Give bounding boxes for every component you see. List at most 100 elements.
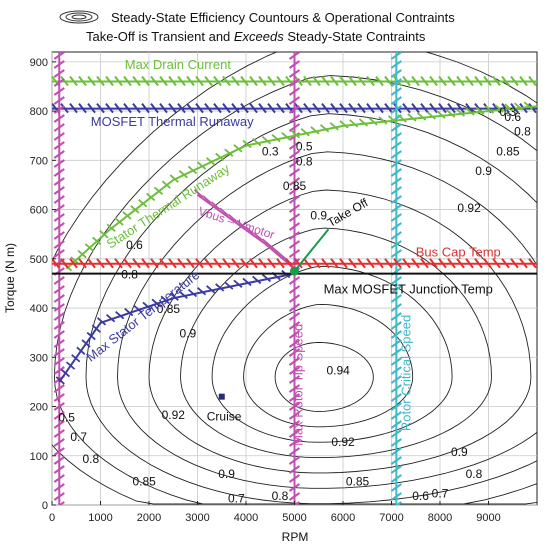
rotor-tip-hatch	[288, 456, 301, 465]
low-rpm-hatch	[53, 96, 65, 105]
stator-thermal-hatch	[465, 107, 475, 116]
mosfet-thermal-hatch	[366, 103, 375, 114]
mosfet-thermal-hatch	[456, 103, 465, 114]
mosfet-thermal-hatch	[258, 103, 267, 114]
vbus-hatch	[244, 226, 255, 235]
y-tick-label-6: 600	[30, 205, 48, 217]
bus-cap-label: Bus Cap Temp	[416, 244, 501, 259]
bus-cap-hatch	[159, 258, 168, 269]
stator-thermal-hatch	[138, 198, 148, 208]
vbus-hatch	[202, 195, 212, 204]
stator-thermal-hatch	[475, 106, 485, 115]
bus-cap-hatch	[528, 258, 537, 269]
rotor-critical-hatch	[390, 69, 402, 78]
stator-temp-hatch	[60, 368, 71, 378]
drain-current-hatch	[177, 75, 186, 87]
low-rpm-hatch	[53, 420, 65, 429]
rotor-critical-hatch	[390, 222, 402, 231]
rotor-tip-hatch	[288, 213, 301, 222]
rotor-tip-hatch	[288, 177, 301, 186]
bus-cap-hatch	[411, 258, 420, 269]
stator-temp-hatch	[55, 376, 65, 385]
bus-cap-hatch	[105, 258, 114, 269]
contour-label-6: 0.8	[121, 268, 138, 282]
stator-thermal-hatch	[169, 174, 179, 183]
mosfet-thermal-hatch	[87, 103, 96, 114]
rotor-critical-hatch	[390, 123, 402, 132]
mosfet-thermal-hatch	[177, 103, 186, 114]
stator-temp-hatch	[215, 283, 225, 292]
drain-current-hatch	[294, 75, 303, 87]
bus-cap-hatch	[330, 258, 339, 269]
mosfet-thermal-hatch	[411, 103, 420, 114]
stator-temp-hatch	[133, 304, 143, 314]
contour-label-1: 0.5	[296, 139, 313, 153]
rotor-tip-hatch	[288, 483, 301, 492]
stator-temp-hatch	[252, 275, 262, 285]
stator-thermal-hatch	[187, 165, 198, 175]
contour-0.8	[148, 189, 532, 474]
rotor-tip-hatch	[288, 393, 301, 402]
contour-label-21: 0.7	[432, 487, 449, 501]
mosfet-thermal-hatch	[465, 103, 474, 114]
drain-current-hatch	[141, 75, 150, 87]
contour-label-3: 0.85	[283, 179, 307, 193]
bus-cap-hatch	[141, 258, 150, 269]
rotor-tip-hatch	[288, 114, 301, 123]
low-rpm-hatch	[53, 303, 65, 312]
rotor-critical-hatch	[390, 285, 402, 294]
stator-thermal-hatch	[252, 137, 262, 147]
legend-contour-icon	[59, 10, 99, 24]
low-rpm-hatch	[53, 78, 65, 87]
rotor-tip-hatch	[288, 96, 301, 105]
rotor-critical-hatch	[390, 249, 402, 258]
drain-current-hatch	[402, 75, 411, 87]
contour-label-2: 0.8	[296, 154, 313, 168]
takeoff-point	[290, 266, 299, 276]
rotor-tip-hatch	[288, 276, 301, 285]
rotor-critical-label: Rotor Critical Speed	[398, 315, 413, 431]
contour-0.5	[53, 75, 537, 505]
rotor-tip-hatch	[293, 501, 301, 505]
contour-label-14: 0.8	[82, 452, 99, 466]
stator-thermal-hatch	[92, 236, 102, 246]
stator-temp-hatch	[178, 290, 188, 300]
rotor-tip-hatch	[288, 249, 301, 258]
low-rpm-hatch	[53, 294, 65, 303]
drain-current-hatch	[186, 75, 195, 87]
contour-label-18: 0.8	[272, 489, 289, 503]
rotor-critical-hatch	[390, 159, 402, 168]
stator-temp-hatch	[71, 354, 81, 363]
stator-thermal-hatch	[320, 124, 330, 133]
bus-cap-hatch	[339, 258, 348, 269]
bus-cap-hatch	[177, 258, 186, 269]
contour-label-8: 0.9	[179, 327, 196, 341]
low-rpm-hatch	[53, 159, 65, 168]
mosfet-thermal-hatch	[267, 103, 276, 114]
low-rpm-hatch	[53, 465, 65, 474]
bus-cap-hatch	[375, 258, 384, 269]
rotor-tip-hatch	[288, 330, 301, 339]
contour-label-27: 0.8	[514, 125, 531, 139]
low-rpm-hatch	[53, 339, 65, 348]
mosfet-thermal-hatch	[168, 103, 177, 114]
rotor-tip-hatch	[288, 429, 301, 438]
mosfet-thermal-hatch	[231, 103, 240, 114]
y-tick-label-9: 900	[30, 57, 48, 69]
drain-current-hatch	[420, 75, 429, 87]
vbus-hatch	[210, 201, 221, 210]
bus-cap-hatch	[447, 258, 456, 269]
contour-label-12: 0.9	[218, 467, 235, 481]
rotor-critical-hatch	[390, 456, 402, 465]
bus-cap-hatch	[213, 258, 222, 269]
drain-current-hatch	[213, 75, 222, 87]
stator-temp-hatch	[91, 324, 101, 333]
low-rpm-hatch	[53, 195, 65, 204]
rotor-tip-hatch	[288, 384, 301, 393]
stator-thermal-hatch	[153, 186, 164, 196]
bus-cap-hatch	[393, 258, 402, 269]
stator-temp-hatch	[206, 285, 216, 294]
stator-thermal-hatch	[358, 118, 368, 127]
mosfet-thermal-hatch	[96, 103, 105, 114]
x-tick-label-0: 0	[49, 512, 55, 524]
